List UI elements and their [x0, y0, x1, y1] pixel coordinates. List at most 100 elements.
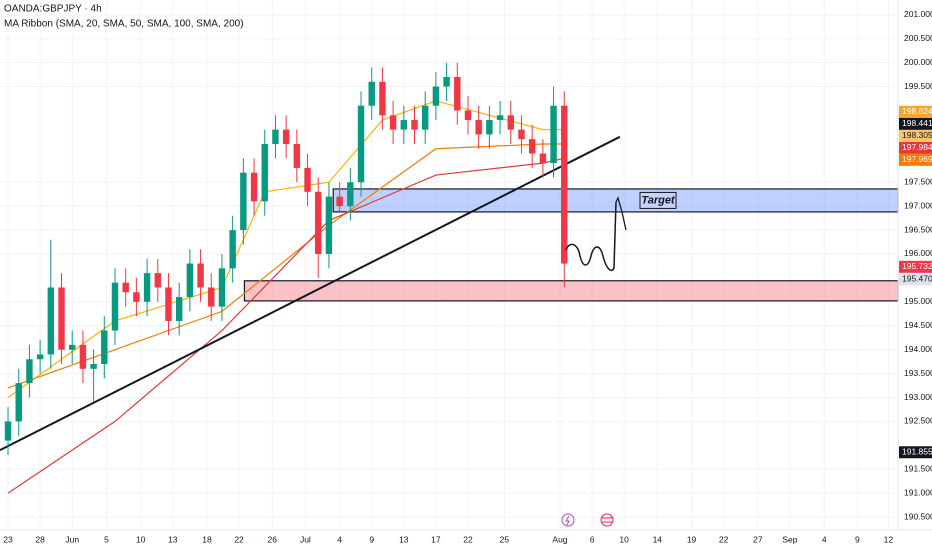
x-tick-label: 4	[337, 534, 342, 544]
candle-body	[357, 105, 365, 183]
axes: 201.000 200.500 200.000 199.500 197.500 197.0…	[3, 9, 932, 544]
y-tick-label: 196.500	[904, 224, 932, 234]
x-tick-label: 22	[463, 534, 473, 544]
candle-body	[282, 129, 290, 144]
candle-body	[475, 120, 482, 135]
candle-body	[36, 354, 44, 360]
y-tick-label: 194.000	[904, 344, 932, 354]
candle-body	[368, 81, 375, 106]
price-tag-label: 198.624	[902, 106, 932, 116]
x-tick-label: 17	[431, 534, 441, 544]
x-tick-label: 9	[369, 534, 374, 544]
x-tick-label: 23	[3, 534, 13, 544]
x-tick-label: 19	[687, 534, 697, 544]
candle-body	[293, 143, 301, 168]
candle-body	[26, 359, 33, 384]
y-tick-label: 195.000	[904, 296, 932, 306]
candle-body	[79, 344, 87, 369]
event-icon[interactable]	[600, 513, 614, 527]
candle-body	[379, 81, 386, 116]
x-tick-label: Aug	[552, 534, 567, 544]
y-tick-label: 192.500	[904, 416, 932, 426]
candle-body	[122, 282, 129, 293]
candle-body	[250, 172, 258, 202]
price-tag-label: 197.969	[902, 154, 932, 164]
zone-label-box	[639, 191, 677, 209]
price-tag	[899, 141, 932, 154]
candle-body	[218, 268, 226, 307]
candle-body	[561, 105, 568, 264]
event-icon[interactable]	[561, 513, 575, 527]
candle-body	[133, 292, 140, 302]
symbol-title: OANDA:GBPJPY · 4h	[4, 4, 102, 15]
y-tick-label: 193.000	[904, 392, 932, 402]
candle-body	[4, 421, 12, 441]
x-tick-label: 18	[202, 534, 212, 544]
price-tag	[899, 117, 932, 130]
x-tick-label: 28	[35, 534, 45, 544]
x-tick-label: Jul	[300, 534, 311, 544]
candle-body	[111, 282, 119, 331]
candle-body	[208, 287, 215, 307]
candle-body	[143, 273, 151, 302]
candle-body	[507, 115, 514, 130]
price-tag-label: 198.441	[902, 118, 932, 128]
x-tick-label: 12	[884, 534, 894, 544]
candle-body	[336, 196, 343, 207]
candle-body	[528, 139, 536, 154]
y-tick-label: 191.500	[904, 464, 932, 474]
candle-body	[272, 129, 279, 144]
candle-body	[186, 263, 194, 298]
candle-body	[304, 167, 311, 192]
candle-body	[240, 172, 247, 231]
x-tick-label: 5	[104, 534, 109, 544]
price-tag	[899, 153, 932, 166]
zone-label: Target	[641, 194, 676, 206]
projection-path	[565, 201, 617, 272]
x-tick-label: Jun	[65, 534, 79, 544]
candle-body	[550, 105, 557, 164]
candle-body	[175, 297, 183, 321]
x-tick-label: 14	[653, 534, 663, 544]
y-tick-label: 200.500	[904, 33, 932, 43]
x-tick-label: 10	[136, 534, 146, 544]
candle-body	[464, 110, 472, 121]
candle-body	[389, 115, 397, 130]
candle-body	[486, 120, 493, 135]
y-tick-label: 193.500	[904, 368, 932, 378]
y-tick-label: 191.000	[904, 487, 932, 497]
price-tag	[899, 105, 932, 118]
candle-body	[400, 120, 408, 130]
price-tag-label: 198.305	[902, 130, 932, 140]
candle-body	[197, 263, 204, 288]
y-tick-label: 190.500	[904, 511, 932, 521]
x-tick-label: 26	[268, 534, 278, 544]
y-tick-label: 197.500	[904, 176, 932, 186]
candle-body	[154, 273, 161, 288]
candle-body	[518, 129, 525, 140]
price-tag-label: 191.855	[902, 447, 932, 457]
candle-body	[411, 120, 418, 130]
candle-body	[496, 115, 504, 121]
x-tick-label: 4	[822, 534, 827, 544]
x-tick-label: 9	[855, 534, 860, 544]
candle-body	[101, 330, 108, 365]
price-tag	[899, 446, 932, 459]
candle-body	[421, 105, 429, 130]
candle-body	[47, 287, 55, 355]
x-tick-label: 27	[753, 534, 763, 544]
y-tick-label: 194.500	[904, 320, 932, 330]
candle-body	[261, 143, 268, 202]
y-tick-label: 199.500	[904, 81, 932, 91]
y-tick-label: 197.000	[904, 200, 932, 210]
event-icon-glyph	[565, 515, 570, 526]
price-tag-label: 195.470	[902, 274, 932, 284]
candle-body	[539, 153, 547, 164]
x-tick-label: 10	[619, 534, 629, 544]
candle-body	[68, 344, 76, 350]
x-tick-label: 13	[399, 534, 409, 544]
candle-body	[454, 77, 461, 111]
x-tick-label: 22	[234, 534, 244, 544]
price-tag-label: 197.984	[902, 142, 932, 152]
